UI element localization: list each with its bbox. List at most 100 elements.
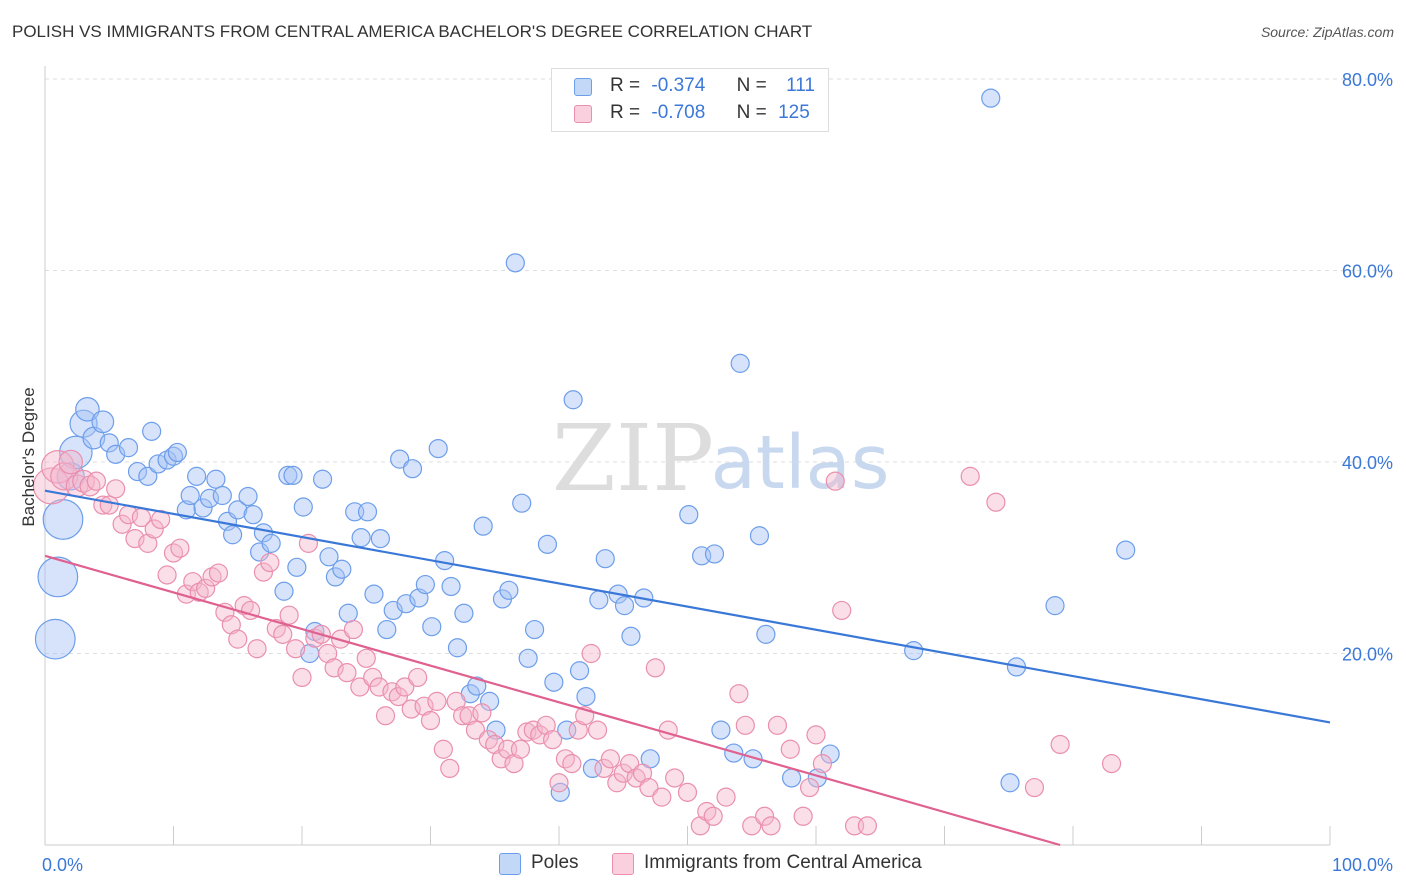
- data-point: [472, 703, 492, 723]
- data-point: [196, 578, 216, 598]
- data-point: [677, 782, 698, 802]
- data-point: [639, 777, 659, 798]
- data-point: [228, 500, 248, 520]
- legend-n-value: 111: [786, 75, 815, 96]
- data-point: [665, 768, 685, 788]
- data-point: [42, 499, 84, 540]
- data-point: [600, 749, 621, 769]
- data-point: [1050, 734, 1070, 755]
- data-point: [408, 667, 428, 688]
- data-point: [510, 739, 531, 759]
- data-point: [292, 667, 312, 688]
- source-label: Source: ZipAtlas.com: [1260, 24, 1394, 40]
- data-point: [144, 519, 164, 539]
- data-point: [32, 467, 71, 505]
- data-point: [99, 495, 119, 515]
- data-point: [530, 725, 550, 745]
- data-point: [278, 465, 298, 486]
- data-point: [420, 710, 441, 731]
- data-point: [652, 787, 672, 807]
- data-point: [743, 749, 763, 769]
- legend-r-value: -0.708: [651, 102, 706, 123]
- data-point: [440, 758, 460, 779]
- data-point: [595, 549, 615, 569]
- data-point: [518, 648, 538, 668]
- data-point: [125, 528, 145, 549]
- data-point: [485, 734, 505, 755]
- data-point: [138, 466, 158, 486]
- data-point: [820, 744, 840, 764]
- data-point: [587, 720, 608, 740]
- data-point: [1101, 754, 1122, 774]
- data-point: [1024, 777, 1045, 798]
- data-point: [562, 754, 582, 774]
- data-point: [799, 777, 820, 798]
- data-point: [563, 390, 583, 410]
- data-point: [34, 618, 76, 660]
- data-point: [180, 485, 200, 506]
- data-point: [767, 715, 788, 735]
- legend-swatch-poles: [574, 78, 592, 96]
- legend-r-label: R =: [610, 102, 641, 123]
- data-point: [283, 465, 303, 486]
- trend-lines: [44, 489, 1331, 847]
- data-point: [607, 773, 627, 793]
- data-point: [557, 720, 577, 740]
- data-point: [274, 581, 294, 601]
- data-point: [832, 600, 852, 621]
- data-point: [273, 624, 293, 644]
- data-point: [170, 538, 190, 558]
- data-point: [138, 533, 158, 553]
- data-point: [375, 706, 396, 726]
- data-point: [363, 667, 383, 688]
- data-point: [904, 641, 924, 661]
- data-point: [499, 580, 519, 600]
- data-point: [414, 696, 434, 716]
- data-point: [127, 461, 148, 482]
- series-central-america-points: [32, 449, 1122, 836]
- y-tick-label: 20.0%: [1342, 645, 1393, 665]
- data-point: [357, 502, 378, 522]
- data-point: [364, 584, 384, 604]
- data-point: [167, 442, 187, 463]
- data-point: [279, 605, 299, 625]
- series-label-central-america: Immigrants from Central America: [644, 852, 922, 873]
- data-point: [742, 816, 762, 836]
- data-point: [711, 720, 731, 740]
- data-point: [370, 528, 390, 549]
- data-point: [319, 547, 339, 567]
- data-point: [486, 720, 506, 740]
- legend-r-label: R =: [610, 75, 641, 96]
- data-point: [524, 619, 545, 640]
- trend-line-poles: [44, 489, 1331, 724]
- data-point: [614, 596, 635, 616]
- data-point: [285, 639, 306, 659]
- data-point: [730, 353, 750, 373]
- watermark-atlas: atlas: [711, 420, 890, 506]
- data-point: [512, 493, 532, 513]
- legend-stats-central-america: R = -0.708 N = 125: [610, 102, 810, 124]
- y-tick-label: 80.0%: [1342, 70, 1393, 90]
- data-point: [761, 816, 781, 836]
- y-tick-label: 40.0%: [1342, 453, 1393, 473]
- data-point: [793, 806, 813, 826]
- data-point: [568, 720, 588, 740]
- data-point: [729, 684, 749, 704]
- data-point: [1000, 773, 1020, 793]
- data-point: [58, 449, 83, 475]
- legend-stats-poles: R = -0.374 N = 111: [610, 75, 815, 97]
- data-point: [549, 773, 569, 793]
- y-axis-label: Bachelor's Degree: [19, 387, 38, 526]
- data-point: [338, 603, 358, 623]
- x-tick-label-max: 100.0%: [1332, 855, 1393, 875]
- series-poles-points: [34, 88, 1136, 802]
- data-point: [433, 739, 453, 759]
- data-point: [395, 677, 415, 697]
- data-point: [212, 485, 232, 506]
- legend-n-value: 125: [778, 102, 810, 123]
- data-point: [825, 471, 845, 491]
- data-point: [343, 619, 363, 640]
- data-point: [91, 410, 115, 434]
- data-point: [467, 676, 487, 696]
